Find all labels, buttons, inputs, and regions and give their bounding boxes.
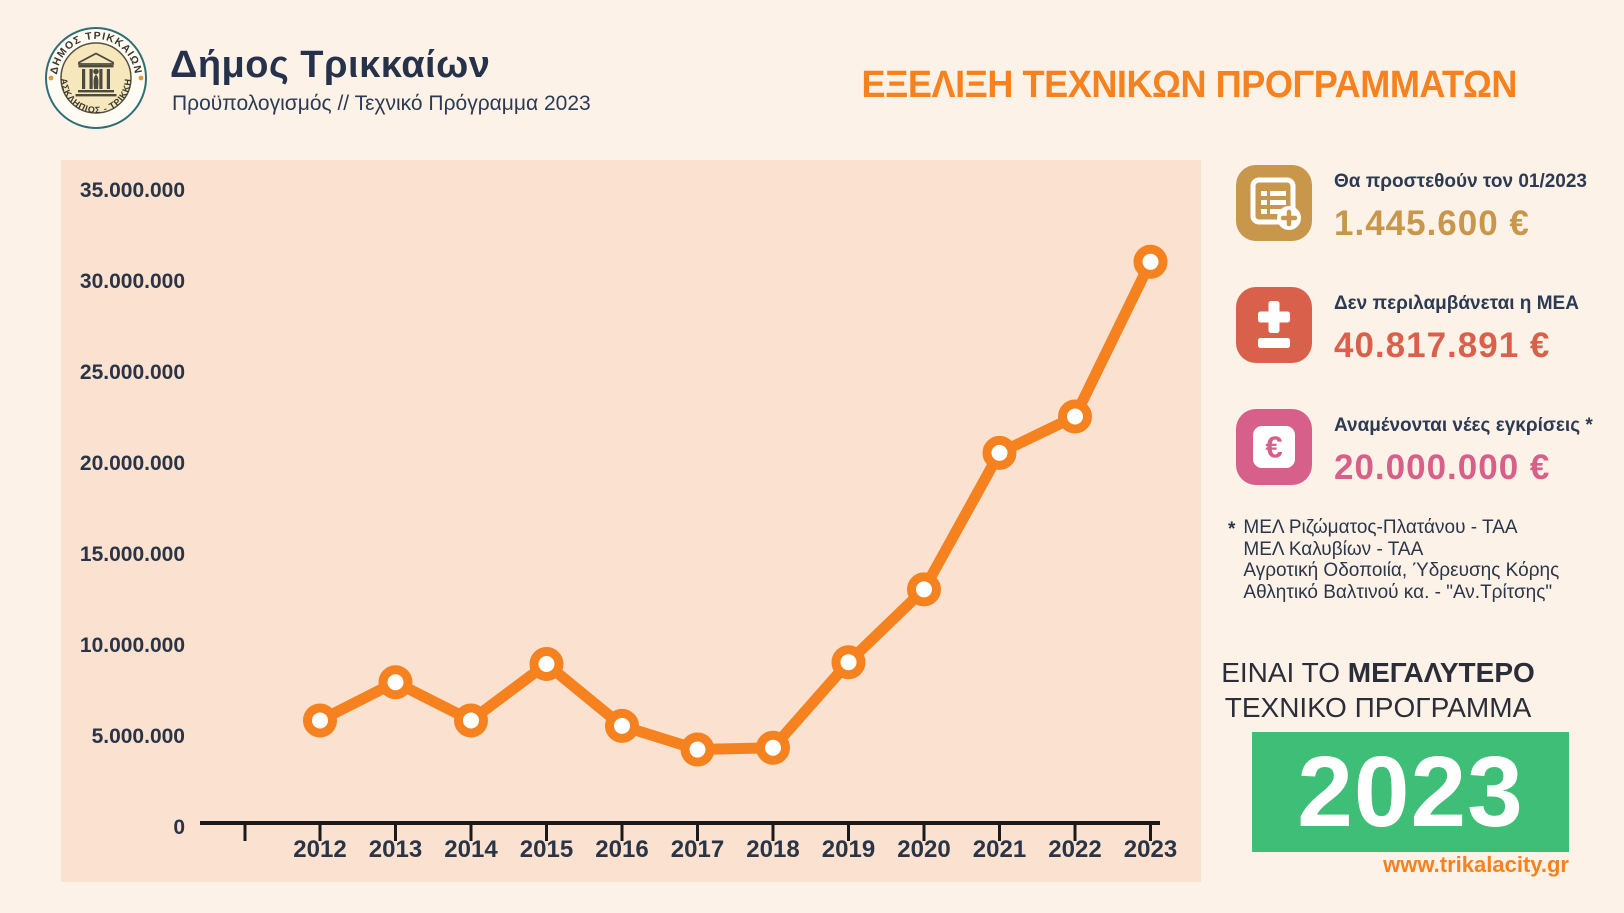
footnote-line: ΜΕΛ Καλυβίων - ΤΑΑ — [1243, 538, 1424, 560]
euro-icon: € — [1236, 409, 1312, 485]
technical-programs-line-chart: 35.000.000 30.000.000 25.000.000 20.000.000… — [80, 179, 1177, 863]
svg-text:€: € — [1265, 430, 1282, 465]
highlight-line1-regular: ΕΙΝΑΙ ΤΟ — [1221, 657, 1340, 688]
org-name: Δήμος Τρικκαίων — [170, 44, 491, 86]
footnote-line: Αγροτική Οδοποιία, Ύδρευσης Κόρης — [1243, 560, 1560, 581]
x-axis-label: 2019 — [822, 836, 875, 863]
stat-value: 20.000.000 € — [1334, 448, 1551, 487]
stat-label: Θα προστεθούν τον 01/2023 — [1334, 171, 1588, 192]
x-axis-label: 2021 — [973, 836, 1026, 863]
x-axis-label: 2013 — [369, 836, 422, 863]
stat-card-approvals: € Αναμένονται νέες εγκρίσεις * 20.000.00… — [1236, 409, 1593, 488]
data-point-2017 — [680, 732, 715, 767]
data-point-2020 — [907, 572, 941, 607]
footnote: * ΜΕΛ Ριζώματος-Πλατάνου - ΤΑΑ ΜΕΛ Καλυβ… — [1228, 517, 1618, 603]
stat-card-additions: Θα προστεθούν τον 01/2023 1.445.600 € — [1236, 165, 1587, 244]
year-badge: 2023 — [1252, 732, 1569, 852]
x-axis-label: 2017 — [671, 836, 724, 863]
temple-icon — [75, 52, 117, 97]
municipality-seal-logo: ΔΗΜΟΣ ΤΡΙΚΚΑΙΩΝ ΑΣΚΛΗΠΙΟΣ - ΤΡΙΚΚΗ — [45, 27, 147, 129]
data-line — [314, 256, 1156, 756]
plus-minus-icon — [1236, 287, 1312, 363]
data-point-2013 — [378, 665, 413, 700]
data-point-2021 — [982, 435, 1017, 470]
highlight-line2: ΤΕΧΝΙΚΟ ΠΡΟΓΡΑΜΜΑ — [1224, 692, 1532, 723]
x-axis-label: 2016 — [595, 836, 648, 863]
y-axis-label: 5.000.000 — [92, 725, 185, 748]
data-point-2019 — [831, 645, 866, 680]
footnote-line: Αθλητικό Βαλτινού κα. - "Αν.Τρίτσης" — [1243, 581, 1553, 603]
data-point-2023 — [1133, 244, 1168, 279]
y-axis-label: 15.000.000 — [80, 543, 185, 566]
stat-value: 1.445.600 € — [1334, 204, 1530, 243]
highlight-line1-bold: ΜΕΓΑΛΥΤΕΡΟ — [1347, 657, 1535, 688]
x-axis-label: 2012 — [293, 836, 346, 863]
y-axis-label: 30.000.000 — [80, 270, 185, 293]
x-axis-label: 2014 — [444, 836, 498, 863]
year-badge-label: 2023 — [1297, 735, 1524, 848]
chart-panel: 35.000.000 30.000.000 25.000.000 20.000.000… — [61, 160, 1201, 882]
data-point-2012 — [303, 703, 337, 738]
website-link[interactable]: www.trikalacity.gr — [1383, 852, 1569, 877]
y-axis-label: 25.000.000 — [80, 361, 185, 384]
data-point-2016 — [605, 708, 639, 743]
stat-label: Αναμένονται νέες εγκρίσεις * — [1334, 415, 1593, 436]
page-title: ΕΞΕΛΙΞΗ ΤΕΧΝΙΚΩΝ ΠΡΟΓΡΑΜΜΑΤΩΝ — [861, 64, 1517, 106]
asterisk-marker: * — [1228, 519, 1236, 540]
y-axis-label: 20.000.000 — [80, 452, 185, 475]
document-plus-icon — [1236, 165, 1312, 241]
data-point-2014 — [454, 703, 488, 738]
y-axis-label: 35.000.000 — [80, 179, 185, 202]
stat-value: 40.817.891 € — [1334, 326, 1551, 365]
x-axis-label: 2022 — [1048, 836, 1101, 863]
stat-label: Δεν περιλαμβάνεται η ΜΕΑ — [1334, 293, 1579, 314]
data-point-2015 — [529, 647, 564, 682]
y-axis-label: 10.000.000 — [80, 634, 185, 657]
y-axis-label: 0 — [173, 816, 185, 839]
highlight-text: ΕΙΝΑΙ ΤΟ ΜΕΓΑΛΥΤΕΡΟ ΤΕΧΝΙΚΟ ΠΡΟΓΡΑΜΜΑ — [1183, 655, 1573, 725]
stat-card-mea: Δεν περιλαμβάνεται η ΜΕΑ 40.817.891 € — [1236, 287, 1579, 366]
x-axis-label: 2018 — [746, 836, 799, 863]
x-axis-label: 2023 — [1124, 836, 1177, 863]
org-subtitle: Προϋπολογισμός // Τεχνικό Πρόγραμμα 2023 — [172, 92, 591, 115]
x-axis-label: 2015 — [520, 836, 573, 863]
x-axis-label: 2020 — [897, 836, 950, 863]
footnote-line: ΜΕΛ Ριζώματος-Πλατάνου - ΤΑΑ — [1243, 517, 1518, 538]
data-point-2022 — [1058, 399, 1092, 434]
data-point-2018 — [756, 730, 790, 765]
